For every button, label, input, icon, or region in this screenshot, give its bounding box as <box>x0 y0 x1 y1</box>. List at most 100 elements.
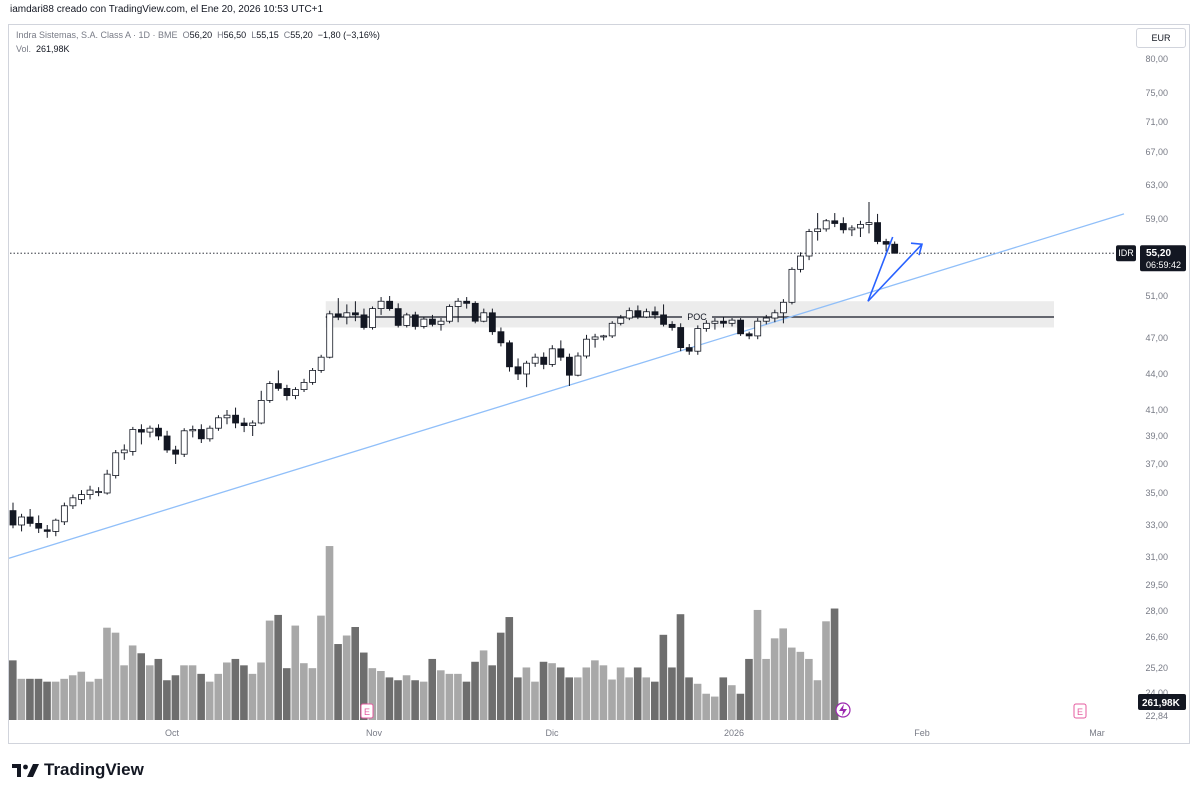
candle-body <box>257 399 265 424</box>
candle <box>857 220 864 237</box>
volume-bar <box>471 661 479 720</box>
volume-bar <box>265 620 274 720</box>
volume-bar <box>308 668 317 720</box>
volume-bar <box>779 628 787 720</box>
candle-body <box>60 505 68 523</box>
candle <box>514 358 522 380</box>
candle-body <box>814 228 822 232</box>
candle <box>660 304 667 327</box>
candle <box>163 430 171 453</box>
volume-bar <box>651 681 659 720</box>
candle-body <box>403 314 411 326</box>
candle <box>180 428 188 457</box>
trendline <box>8 213 1125 559</box>
candle-body <box>857 223 864 229</box>
volume-bar <box>402 675 411 720</box>
candle-body <box>180 430 188 455</box>
ticker-tag: IDR <box>1118 248 1134 258</box>
volume-bar <box>805 658 813 720</box>
volume-bar <box>573 677 582 720</box>
candle-body <box>429 318 436 325</box>
candle-body <box>531 356 539 364</box>
candle <box>548 345 556 367</box>
volume-bar <box>411 680 419 720</box>
candle <box>634 305 642 320</box>
countdown-value: 06:59:42 <box>1146 260 1181 270</box>
candle-body <box>189 429 197 432</box>
volume-bar <box>531 681 539 720</box>
volume-bar <box>616 667 625 720</box>
volume-bar <box>17 678 26 720</box>
candle <box>334 298 342 321</box>
candle-body <box>660 314 667 325</box>
candle <box>480 308 488 323</box>
y-tick-label: 41,00 <box>1145 405 1168 415</box>
candle <box>574 352 582 377</box>
volume-bar <box>591 660 599 720</box>
candle-body <box>292 389 299 397</box>
candle-body <box>643 311 650 318</box>
candle-body <box>317 356 325 371</box>
candle <box>797 252 804 273</box>
candle <box>215 415 222 431</box>
tradingview-brand[interactable]: TradingView <box>12 760 144 780</box>
candle <box>651 306 659 320</box>
candle <box>557 340 565 361</box>
candle <box>566 353 573 386</box>
candle <box>728 318 736 327</box>
candle <box>43 525 51 538</box>
volume-bar <box>514 677 522 720</box>
close-value: 55,20 <box>290 30 313 40</box>
candle <box>788 267 796 305</box>
poc-label-bg <box>682 310 712 323</box>
candle-body <box>446 306 453 322</box>
candle <box>643 308 650 319</box>
volume-bar <box>539 661 548 720</box>
candle-body <box>463 300 471 304</box>
candle-body <box>120 449 128 454</box>
candle-body <box>848 227 856 231</box>
candle-body <box>377 300 385 309</box>
volume-bar <box>582 667 591 720</box>
candle-body <box>702 322 710 329</box>
volume-bar <box>240 665 248 720</box>
candle <box>420 317 428 329</box>
y-tick-label: 29,50 <box>1145 580 1168 590</box>
candle <box>223 410 231 425</box>
candle <box>9 502 17 529</box>
projection-path <box>867 236 923 302</box>
candle <box>95 487 102 497</box>
candle-body <box>471 302 479 322</box>
earnings-event-icon: E <box>360 703 374 719</box>
volume-bar <box>599 665 608 720</box>
volume-bar <box>34 678 43 720</box>
volume-bar <box>180 665 188 720</box>
candle <box>454 298 462 323</box>
candle-body <box>488 312 496 333</box>
candle <box>488 308 496 335</box>
volume-bar <box>214 673 223 720</box>
candle-body <box>394 308 402 326</box>
y-tick-label: 39,00 <box>1145 431 1168 441</box>
candle-body <box>634 310 642 318</box>
candle-body <box>780 301 787 314</box>
volume-bar <box>103 627 111 720</box>
volume-bar <box>77 671 86 720</box>
earnings-marker-box <box>360 703 374 719</box>
candle <box>685 344 693 355</box>
candle-body <box>745 333 753 337</box>
volume-tag-bg <box>1138 694 1186 710</box>
candle <box>754 318 762 340</box>
volume-bar <box>659 634 668 720</box>
candle <box>711 318 719 330</box>
volume-bar <box>325 546 334 720</box>
candle <box>52 518 60 537</box>
volume-bar <box>137 653 145 720</box>
candle-body <box>155 427 162 437</box>
volume-bar <box>368 668 377 720</box>
volume-bar <box>728 685 736 720</box>
candle-body <box>360 314 368 328</box>
currency-selector[interactable]: EUR <box>1136 28 1186 48</box>
volume-bar <box>205 681 214 720</box>
